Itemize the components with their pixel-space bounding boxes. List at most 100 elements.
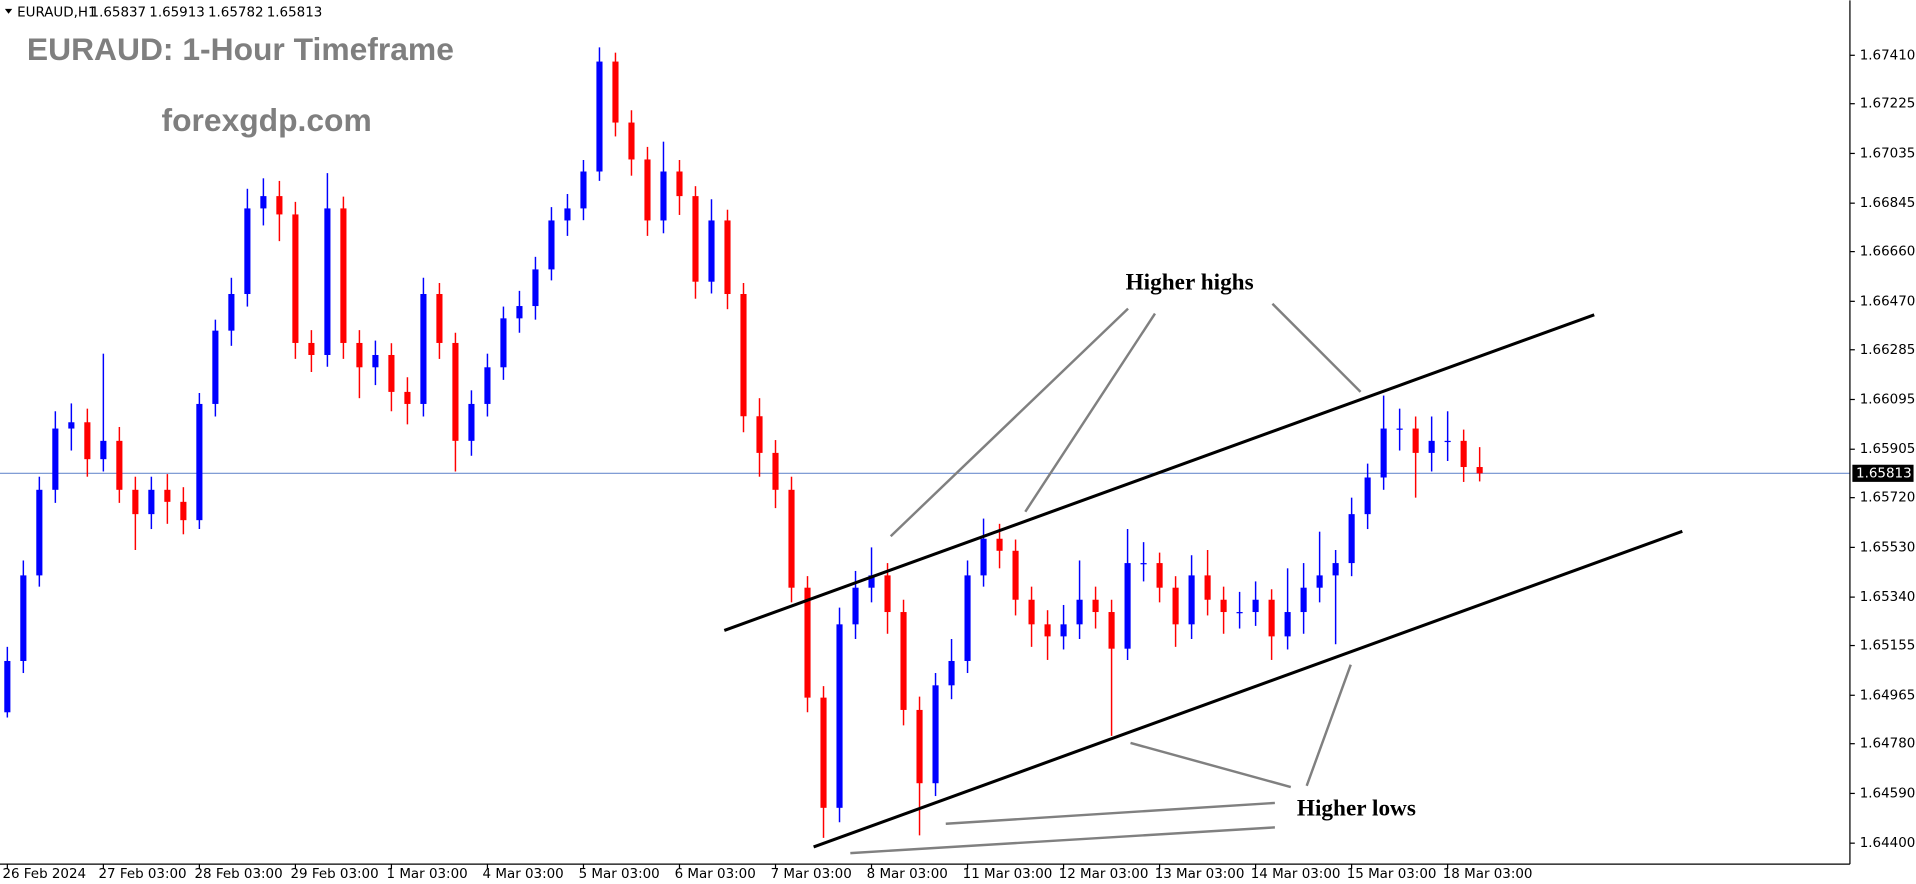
x-tick-label: 12 Mar 03:00 (1059, 867, 1149, 882)
candle-body (1252, 599, 1259, 613)
candle-body (1284, 612, 1291, 637)
y-tick-label: 1.65530 (1860, 540, 1916, 555)
candle-body (660, 171, 667, 221)
pointer-line (945, 801, 1275, 825)
candle-body (964, 575, 971, 661)
candle-body (1316, 575, 1323, 588)
x-tick-label: 27 Feb 03:00 (98, 867, 186, 882)
pointer-line (1271, 302, 1362, 393)
candle-body (788, 489, 795, 588)
header-open: 1.65837 (91, 6, 147, 21)
price-label-box (1852, 464, 1914, 482)
header-close: 1.65813 (267, 6, 323, 21)
candle-body (1268, 599, 1275, 637)
candle-body (196, 403, 203, 521)
x-tick-label: 15 Mar 03:00 (1347, 867, 1437, 882)
candle-body (532, 269, 539, 307)
candle-body (1044, 624, 1051, 637)
candle-body (1124, 563, 1131, 649)
candle-body (948, 660, 955, 686)
y-tick-label: 1.65720 (1860, 491, 1916, 506)
header-high: 1.65913 (149, 6, 205, 21)
y-tick-label: 1.67225 (1860, 97, 1916, 112)
candle-body (164, 489, 171, 502)
y-tick-label: 1.64780 (1860, 737, 1916, 752)
price-label: 1.65813 (1856, 466, 1912, 481)
candle-body (1028, 599, 1035, 625)
candle-body (20, 575, 27, 661)
candle-body (1140, 563, 1147, 565)
candle-body (68, 422, 75, 429)
candle-body (820, 697, 827, 808)
y-tick-label: 1.66285 (1860, 343, 1916, 358)
candle-body (804, 587, 811, 698)
candle-body (1300, 587, 1307, 613)
candle-body (1236, 612, 1243, 614)
x-tick-label: 5 Mar 03:00 (579, 867, 660, 882)
candle-body (1172, 587, 1179, 625)
candle-body (916, 709, 923, 784)
y-tick-label: 1.65905 (1860, 442, 1916, 457)
candle-body (548, 220, 555, 270)
candle-body (484, 367, 491, 404)
pointer-line (1024, 312, 1157, 513)
candle-body (100, 440, 107, 460)
candle-body (772, 452, 779, 490)
candle-body (1076, 599, 1083, 625)
candle-body (52, 428, 59, 490)
x-tick-label: 8 Mar 03:00 (867, 867, 948, 882)
candle-body (580, 171, 587, 209)
candle-body (564, 208, 571, 221)
candle-body (1108, 612, 1115, 649)
x-tick-label: 18 Mar 03:00 (1443, 867, 1533, 882)
symbol: EURAUD,H1 (17, 6, 96, 21)
candle-body (436, 294, 443, 343)
candle-body (628, 122, 635, 160)
y-tick-label: 1.64400 (1860, 836, 1916, 851)
candle-body (996, 538, 1003, 551)
x-tick-label: 14 Mar 03:00 (1251, 867, 1341, 882)
candle-body (468, 403, 475, 441)
y-tick-label: 1.66470 (1860, 294, 1916, 309)
candle-body (1188, 575, 1195, 625)
candle-body (180, 501, 187, 521)
candle-body (516, 306, 523, 319)
y-tick-label: 1.64965 (1860, 688, 1916, 703)
candle-body (308, 342, 315, 355)
candle-body (884, 575, 891, 613)
candle-body (868, 575, 875, 588)
candle-body (356, 342, 363, 368)
candle-body (116, 440, 123, 490)
candle-body (1204, 575, 1211, 600)
x-tick-label: 28 Feb 03:00 (194, 867, 282, 882)
candle-body (388, 354, 395, 392)
x-tick-label: 11 Mar 03:00 (963, 867, 1053, 882)
candle-body (1012, 550, 1019, 600)
candle-body (900, 612, 907, 710)
candle-body (708, 220, 715, 282)
x-tick-label: 1 Mar 03:00 (387, 867, 468, 882)
candle-body (724, 220, 731, 295)
pointer-line (1130, 741, 1292, 789)
candle-body (596, 61, 603, 172)
candle-body (692, 196, 699, 282)
candle-body (1092, 599, 1099, 613)
pointer-line (850, 826, 1275, 855)
candle-body (1060, 624, 1067, 637)
x-tick-label: 6 Mar 03:00 (675, 867, 756, 882)
chart-subtitle: forexgdp.com (162, 102, 372, 138)
candle-body (740, 294, 747, 417)
candle-body (36, 489, 43, 576)
candle-body (1476, 467, 1483, 474)
candle-body (676, 171, 683, 197)
x-tick-label: 29 Feb 03:00 (291, 867, 379, 882)
candle-body (1460, 440, 1467, 468)
pointer-line (1305, 664, 1352, 787)
candle-body (228, 294, 235, 331)
candle-body (1412, 428, 1419, 453)
candle-body (1380, 428, 1387, 478)
plot-area (0, 47, 1850, 838)
upper-channel-line (723, 313, 1595, 632)
y-tick-label: 1.67035 (1860, 146, 1916, 161)
candle-body (980, 538, 987, 576)
